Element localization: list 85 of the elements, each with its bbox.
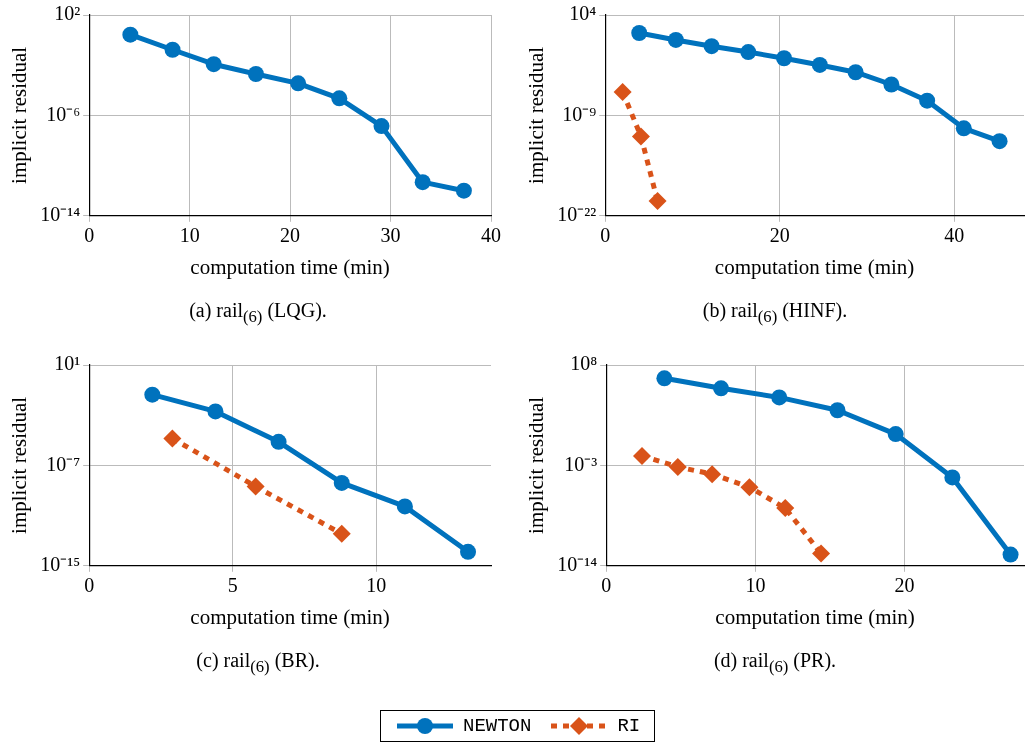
point: [776, 50, 793, 67]
x-tick-label: 40: [481, 224, 501, 247]
y-tick-label: 10⁻⁷: [46, 452, 81, 475]
y-tick-label: 10⁻¹⁴: [557, 553, 598, 576]
y-axis-title: implicit residual: [524, 396, 549, 534]
point: [648, 192, 667, 211]
point: [331, 90, 348, 107]
text: (d) rail$_{(6)}$ (PR).: [712, 649, 838, 677]
x-tick-label: 20: [769, 224, 790, 247]
point: [847, 64, 864, 81]
y-tick-label: 10⁻⁶: [46, 102, 81, 125]
y-tick-label: 10⁻⁹: [562, 102, 597, 125]
y-tick-label: 10⁴: [569, 2, 597, 25]
point: [332, 524, 351, 543]
point: [740, 478, 759, 497]
x-tick-label: 0: [84, 224, 95, 247]
point: [631, 24, 648, 41]
x-tick-label: 0: [601, 574, 612, 597]
x-tick-label: 30: [380, 224, 401, 247]
point: [163, 429, 182, 448]
legend-label: NEWTON: [463, 715, 532, 737]
text: (a) rail$_{(6)}$ (LQG).: [188, 299, 328, 327]
point: [290, 75, 307, 92]
point: [991, 133, 1008, 150]
x-axis-title: computation time (min): [714, 254, 915, 279]
y-axis-title: implicit residual: [7, 396, 32, 534]
point: [396, 498, 413, 515]
point: [455, 182, 472, 199]
point: [613, 82, 632, 101]
point: [811, 56, 828, 73]
x-tick-label: 20: [894, 574, 915, 597]
point: [270, 433, 287, 450]
point: [164, 41, 181, 58]
point: [771, 389, 788, 406]
text: (b) rail$_{(6)}$ (HINF).: [701, 299, 849, 327]
point: [740, 44, 757, 61]
point: [122, 26, 139, 43]
y-tick-label: 10⁸: [570, 352, 598, 375]
y-tick-label: 10⁻²²: [557, 203, 597, 226]
text: (c) rail$_{(6)}$ (BR).: [195, 649, 321, 677]
point: [460, 543, 477, 560]
point: [414, 174, 431, 191]
point: [656, 370, 673, 387]
point: [333, 474, 350, 491]
point: [246, 477, 265, 496]
point: [205, 56, 222, 73]
point: [373, 118, 390, 135]
x-tick-label: 10: [179, 224, 200, 247]
point: [887, 426, 904, 443]
x-tick-label: 10: [366, 574, 387, 597]
y-axis-title: implicit residual: [524, 46, 549, 184]
point: [955, 120, 972, 137]
point: [919, 92, 936, 109]
x-tick-label: 10: [745, 574, 766, 597]
point: [668, 457, 687, 476]
x-tick-label: 20: [280, 224, 301, 247]
point: [632, 446, 651, 465]
y-tick-label: 10²: [54, 2, 81, 25]
point: [631, 127, 650, 146]
x-tick-label: 0: [600, 224, 611, 247]
point: [829, 402, 846, 419]
x-tick-label: 0: [84, 574, 95, 597]
point: [144, 386, 161, 403]
point: [1002, 546, 1019, 563]
point: [944, 469, 961, 486]
point: [207, 403, 224, 420]
x-axis-title: computation time (min): [190, 254, 390, 279]
x-tick-label: 40: [944, 224, 965, 247]
point: [812, 544, 831, 563]
point: [703, 465, 722, 484]
point: [883, 76, 900, 93]
y-tick-label: 10⁻³: [564, 452, 598, 475]
x-axis-title: computation time (min): [190, 604, 390, 629]
point: [247, 65, 264, 82]
point: [776, 499, 795, 518]
point: [667, 31, 684, 48]
point: [703, 38, 720, 55]
x-axis-title: computation time (min): [715, 604, 915, 629]
y-tick-label: 10⁻¹⁵: [40, 553, 81, 576]
y-tick-label: 10¹: [54, 352, 81, 375]
legend-label: RI: [617, 715, 641, 737]
y-axis-title: implicit residual: [7, 46, 32, 184]
y-tick-label: 10⁻¹⁴: [40, 203, 81, 226]
point: [713, 380, 730, 397]
x-tick-label: 5: [227, 574, 238, 597]
